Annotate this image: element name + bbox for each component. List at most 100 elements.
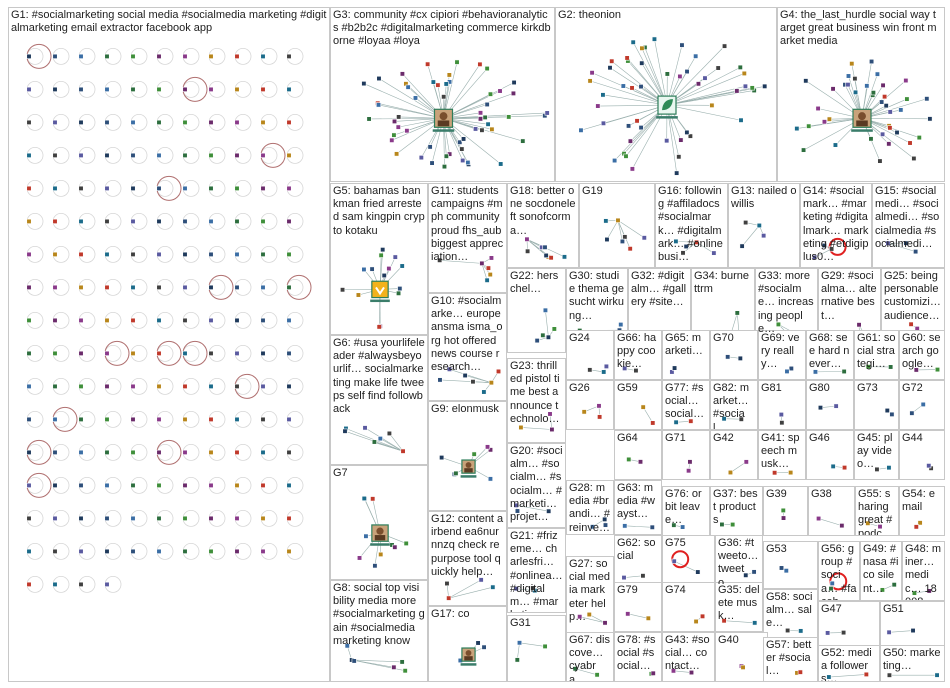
- group-network: [437, 366, 502, 395]
- vertex: [841, 630, 847, 636]
- group-network: [444, 577, 496, 601]
- vertex: [403, 540, 409, 546]
- group-network: [524, 236, 568, 261]
- group-label: G74: [665, 584, 686, 596]
- group-label: G2: theonion: [558, 9, 621, 21]
- group-network: [587, 363, 609, 375]
- edge: [374, 441, 404, 452]
- vertex: [788, 470, 794, 476]
- vertex: [78, 515, 84, 521]
- vertex: [889, 411, 895, 417]
- group-network: [911, 588, 932, 596]
- group-g12: G12: content airbend ea6nurnnzq check re…: [428, 511, 507, 606]
- vertex: [361, 266, 367, 273]
- group-g72: G72: [899, 380, 945, 430]
- group-g78: G78: #social #social…: [614, 632, 662, 682]
- vertex: [156, 251, 162, 257]
- vertex: [909, 410, 915, 416]
- vertex: [473, 126, 479, 132]
- group-label: G7: [333, 467, 348, 479]
- vertex: [479, 127, 485, 133]
- vertex: [52, 86, 58, 92]
- vertex: [372, 563, 378, 569]
- group-label: G35: delete musk…: [718, 584, 760, 623]
- vertex: [104, 449, 110, 455]
- group-label: G34: burnettrm: [694, 270, 750, 296]
- group-network: [577, 611, 608, 626]
- vertex: [457, 139, 463, 145]
- vertex: [104, 284, 110, 290]
- vertex: [399, 659, 405, 665]
- group-label: G11: students campaigns #mph community p…: [431, 185, 504, 264]
- vertex: [402, 668, 408, 674]
- vertex: [510, 90, 516, 96]
- vertex: [498, 161, 504, 167]
- edge: [448, 586, 493, 599]
- vertex: [208, 218, 214, 224]
- vertex: [484, 444, 491, 450]
- group-label: G15: #socialmedi… #socialmedi… #socialme…: [875, 185, 940, 250]
- group-label: G71: [665, 432, 686, 444]
- vertex: [260, 53, 266, 59]
- group-network: [671, 522, 686, 530]
- edge: [803, 118, 863, 151]
- vertex: [719, 521, 725, 528]
- vertex: [52, 581, 58, 587]
- edge: [666, 73, 745, 106]
- vertex: [640, 404, 646, 410]
- vertex: [869, 58, 875, 65]
- vertex: [739, 243, 745, 249]
- vertex: [182, 86, 188, 92]
- vertex: [156, 449, 162, 455]
- group-label: G60: search google…: [902, 332, 941, 371]
- group-label: G23: thrilled pistol time best announce …: [510, 360, 560, 425]
- group-label: G50: marketing…: [883, 647, 941, 673]
- vertex: [734, 88, 740, 94]
- vertex: [520, 138, 526, 144]
- group-label: G8: social top visibility media more #so…: [333, 582, 425, 647]
- group-g48: G48: miner… medic… 18008…: [902, 541, 945, 601]
- vertex: [26, 152, 32, 158]
- edge: [465, 375, 492, 383]
- group-network: [361, 59, 550, 170]
- vertex: [629, 166, 635, 172]
- vertex: [589, 524, 596, 530]
- group-g3: G3: community #cx cipiori #behavioranaly…: [330, 7, 555, 182]
- vertex: [286, 218, 292, 224]
- vertex: [475, 640, 481, 646]
- vertex: [156, 548, 162, 554]
- edge: [828, 674, 867, 678]
- vertex: [234, 185, 240, 191]
- vertex: [934, 367, 941, 373]
- vertex: [926, 463, 932, 469]
- vertex: [156, 416, 162, 422]
- vertex: [622, 365, 628, 371]
- vertex: [78, 53, 84, 59]
- group-g16: G16: following #affiladocs #socialmark… …: [655, 183, 728, 268]
- vertex: [709, 102, 715, 108]
- group-network: [514, 640, 548, 663]
- edge: [674, 560, 698, 573]
- vertex: [743, 572, 749, 578]
- edge: [378, 78, 444, 119]
- group-network: [778, 412, 785, 426]
- vertex: [104, 581, 110, 587]
- vertex: [743, 220, 749, 226]
- group-network: [739, 220, 767, 249]
- group-g23: G23: thrilled pistol time best announce …: [507, 358, 566, 443]
- vertex: [182, 119, 188, 125]
- edge: [389, 433, 404, 452]
- vertex: [514, 657, 520, 663]
- vertex: [785, 627, 791, 634]
- edge: [666, 45, 725, 106]
- vertex: [104, 482, 110, 488]
- group-label: G32: #digitalm… #gallery #site…: [631, 270, 687, 309]
- vertex: [392, 544, 398, 550]
- vertex: [260, 383, 266, 389]
- vertex: [52, 383, 58, 389]
- edge: [736, 312, 740, 334]
- vertex: [545, 334, 551, 340]
- vertex: [182, 251, 188, 257]
- vertex: [130, 284, 136, 290]
- group-g43: G43: #social… contact…: [662, 632, 715, 682]
